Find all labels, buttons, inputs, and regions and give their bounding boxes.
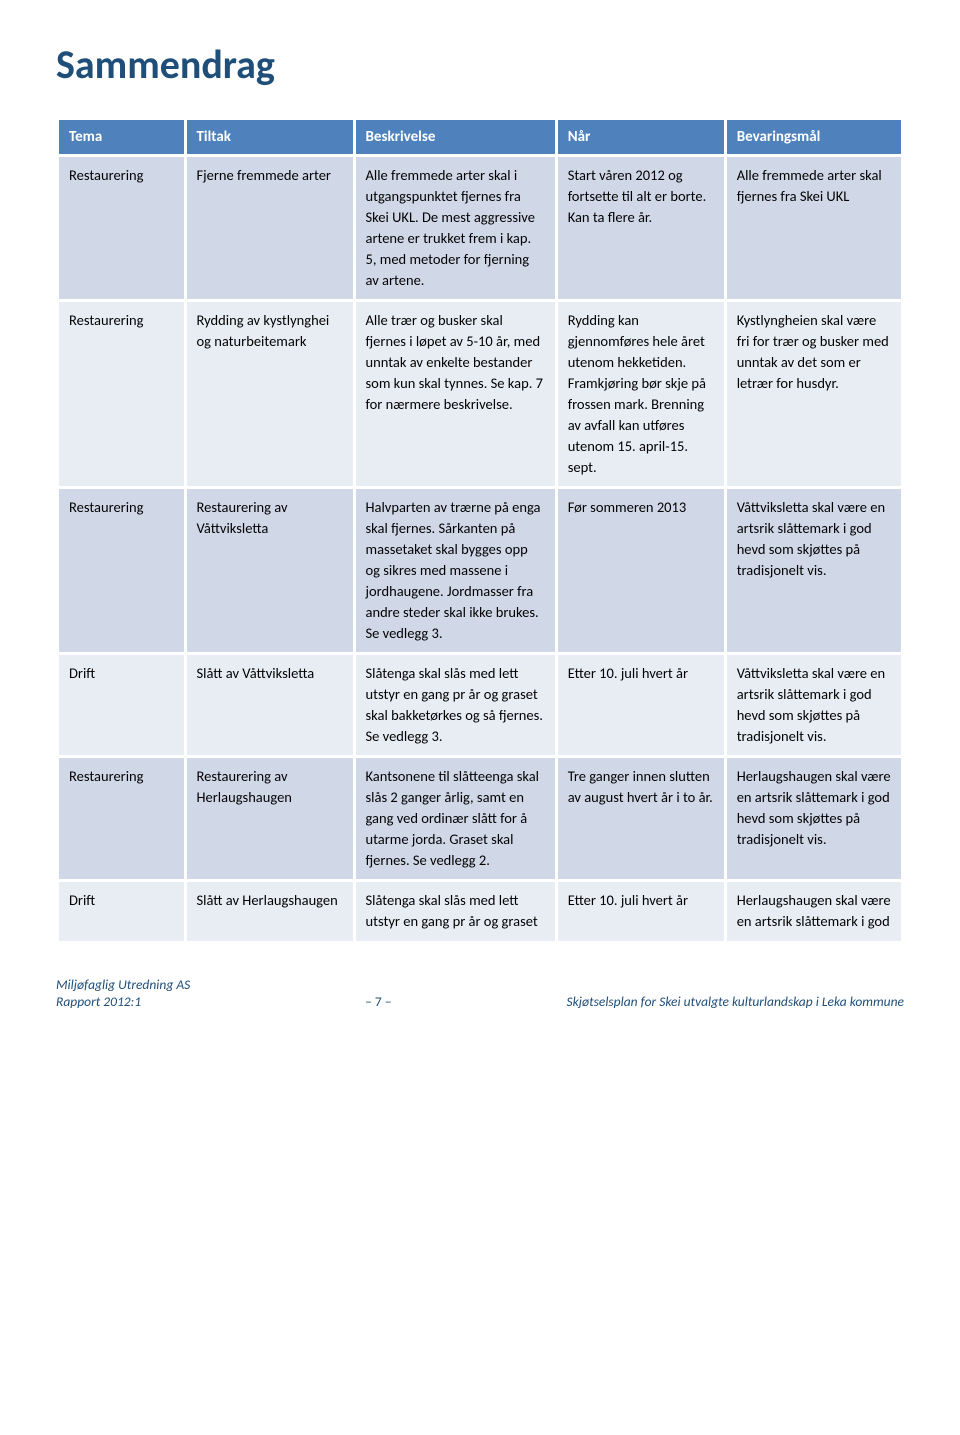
cell-beskrivelse: Slåtenga skal slås med lett utstyr en ga… (356, 882, 555, 940)
table-row: Restaurering Restaurering av Herlaugshau… (59, 758, 901, 879)
cell-tema: Restaurering (59, 302, 184, 486)
cell-mal: Herlaugshaugen skal være en artsrik slåt… (727, 882, 901, 940)
cell-mal: Kystlyngheien skal være fri for trær og … (727, 302, 901, 486)
cell-mal: Våttviksletta skal være en artsrik slått… (727, 489, 901, 652)
cell-nar: Før sommeren 2013 (558, 489, 724, 652)
footer-report: Rapport 2012:1 (56, 993, 190, 1010)
cell-tema: Restaurering (59, 758, 184, 879)
cell-mal: Våttviksletta skal være en artsrik slått… (727, 655, 901, 755)
col-beskrivelse: Beskrivelse (356, 120, 555, 154)
table-row: Restaurering Rydding av kystlynghei og n… (59, 302, 901, 486)
cell-tema: Restaurering (59, 157, 184, 299)
col-nar: Når (558, 120, 724, 154)
cell-nar: Tre ganger innen slutten av august hvert… (558, 758, 724, 879)
table-row: Restaurering Fjerne fremmede arter Alle … (59, 157, 901, 299)
cell-nar: Rydding kan gjennomføres hele året uteno… (558, 302, 724, 486)
cell-tiltak: Rydding av kystlynghei og naturbeitemark (187, 302, 353, 486)
cell-tiltak: Slått av Herlaugshaugen (187, 882, 353, 940)
cell-tiltak: Fjerne fremmede arter (187, 157, 353, 299)
table-row: Drift Slått av Våttviksletta Slåtenga sk… (59, 655, 901, 755)
page-title: Sammendrag (56, 40, 904, 89)
cell-mal: Herlaugshaugen skal være en artsrik slåt… (727, 758, 901, 879)
cell-tiltak: Restaurering av Herlaugshaugen (187, 758, 353, 879)
cell-beskrivelse: Alle trær og busker skal fjernes i løpet… (356, 302, 555, 486)
page-footer: Miljøfaglig Utredning AS Rapport 2012:1 … (56, 976, 904, 1010)
cell-beskrivelse: Alle fremmede arter skal i utgangspunkte… (356, 157, 555, 299)
cell-beskrivelse: Kantsonene til slåtteenga skal slås 2 ga… (356, 758, 555, 879)
cell-tema: Restaurering (59, 489, 184, 652)
footer-right: Skjøtselsplan for Skei utvalgte kulturla… (566, 993, 904, 1010)
table-header-row: Tema Tiltak Beskrivelse Når Bevaringsmål (59, 120, 901, 154)
cell-tema: Drift (59, 882, 184, 940)
footer-page-number: – 7 – (365, 993, 391, 1010)
footer-org: Miljøfaglig Utredning AS (56, 976, 190, 993)
cell-nar: Etter 10. juli hvert år (558, 655, 724, 755)
col-bevaringsmal: Bevaringsmål (727, 120, 901, 154)
cell-tiltak: Restaurering av Våttviksletta (187, 489, 353, 652)
col-tiltak: Tiltak (187, 120, 353, 154)
cell-beskrivelse: Halvparten av trærne på enga skal fjerne… (356, 489, 555, 652)
cell-tiltak: Slått av Våttviksletta (187, 655, 353, 755)
cell-nar: Start våren 2012 og fortsette til alt er… (558, 157, 724, 299)
col-tema: Tema (59, 120, 184, 154)
table-row: Restaurering Restaurering av Våttvikslet… (59, 489, 901, 652)
footer-left: Miljøfaglig Utredning AS Rapport 2012:1 (56, 976, 190, 1010)
cell-tema: Drift (59, 655, 184, 755)
cell-mal: Alle fremmede arter skal fjernes fra Ske… (727, 157, 901, 299)
cell-nar: Etter 10. juli hvert år (558, 882, 724, 940)
cell-beskrivelse: Slåtenga skal slås med lett utstyr en ga… (356, 655, 555, 755)
summary-table: Tema Tiltak Beskrivelse Når Bevaringsmål… (56, 117, 904, 944)
table-row: Drift Slått av Herlaugshaugen Slåtenga s… (59, 882, 901, 940)
